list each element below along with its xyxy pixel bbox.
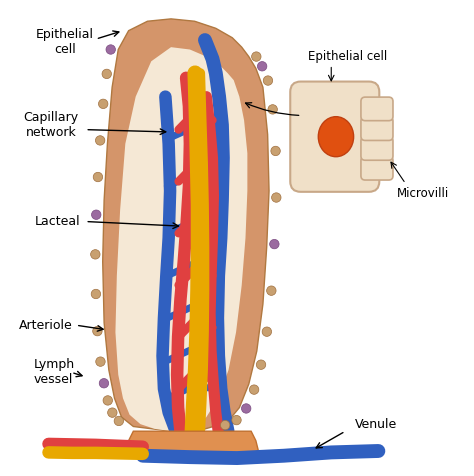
Ellipse shape [271, 146, 280, 156]
Text: Microvilli: Microvilli [397, 187, 449, 200]
Text: Epithelial cell: Epithelial cell [308, 50, 387, 63]
Polygon shape [126, 431, 258, 458]
FancyBboxPatch shape [361, 117, 393, 140]
Text: Venule: Venule [355, 417, 397, 431]
Ellipse shape [95, 136, 105, 145]
Text: Arteriole: Arteriole [19, 318, 73, 332]
FancyBboxPatch shape [361, 137, 393, 160]
FancyBboxPatch shape [290, 81, 379, 192]
Ellipse shape [262, 327, 272, 337]
Ellipse shape [102, 69, 111, 79]
Ellipse shape [91, 210, 101, 219]
Ellipse shape [91, 249, 100, 259]
Ellipse shape [108, 408, 117, 417]
Ellipse shape [252, 52, 261, 61]
Ellipse shape [257, 61, 267, 71]
Ellipse shape [267, 286, 276, 296]
Text: Epithelial
cell: Epithelial cell [36, 29, 94, 57]
Ellipse shape [241, 404, 251, 413]
Ellipse shape [220, 420, 230, 430]
Ellipse shape [318, 117, 354, 157]
FancyBboxPatch shape [361, 97, 393, 120]
Ellipse shape [99, 99, 108, 109]
Text: Lymph
vessel: Lymph vessel [34, 358, 74, 387]
Ellipse shape [270, 239, 279, 249]
Ellipse shape [268, 105, 277, 114]
Text: Lacteal: Lacteal [35, 215, 81, 228]
Ellipse shape [93, 172, 103, 182]
Ellipse shape [93, 327, 102, 336]
FancyBboxPatch shape [361, 157, 393, 180]
Ellipse shape [249, 385, 259, 394]
Text: Capillary
network: Capillary network [23, 111, 78, 139]
Ellipse shape [99, 378, 109, 388]
Ellipse shape [96, 357, 105, 367]
Ellipse shape [91, 289, 100, 299]
Polygon shape [103, 19, 269, 431]
Ellipse shape [272, 193, 281, 202]
Ellipse shape [263, 76, 273, 85]
Polygon shape [116, 47, 247, 431]
Ellipse shape [103, 396, 112, 405]
Ellipse shape [114, 416, 124, 426]
Ellipse shape [106, 45, 116, 54]
Ellipse shape [232, 416, 241, 425]
Ellipse shape [256, 360, 266, 369]
